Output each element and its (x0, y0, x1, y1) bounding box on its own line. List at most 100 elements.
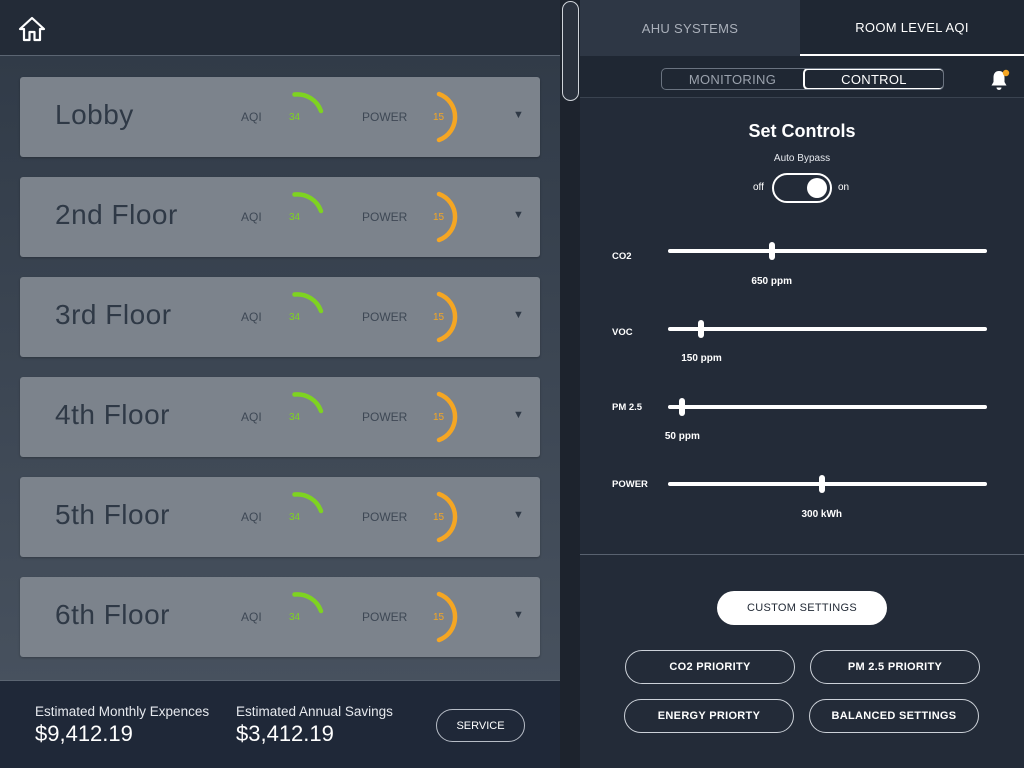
aqi-gauge (292, 92, 324, 114)
estimates-footer: Estimated Monthly Expences $9,412.19 Est… (0, 680, 560, 768)
toggle-knob (807, 178, 827, 198)
power-gauge (436, 591, 458, 643)
control-panel: AHU SYSTEMS ROOM LEVEL AQI MONITORING CO… (580, 0, 1024, 768)
aqi-gauge (292, 292, 324, 314)
pm25-priority-button[interactable]: PM 2.5 PRIORITY (810, 650, 980, 684)
chevron-down-icon[interactable]: ▼ (513, 509, 524, 521)
power-label: POWER (362, 610, 408, 624)
tab-room-level-aqi[interactable]: ROOM LEVEL AQI (800, 0, 1024, 56)
power-label: POWER (362, 410, 408, 424)
slider-value: 50 ppm (664, 431, 700, 442)
notification-dot (1002, 69, 1010, 77)
slider-thumb[interactable] (698, 320, 705, 338)
slider-label: POWER (612, 479, 648, 490)
annual-savings-value: $3,412.19 (236, 721, 334, 746)
power-label: POWER (362, 210, 408, 224)
balanced-settings-button[interactable]: BALANCED SETTINGS (809, 699, 979, 733)
auto-bypass-toggle[interactable] (772, 173, 832, 203)
power-gauge (436, 391, 458, 443)
slider-track[interactable] (668, 327, 987, 331)
chevron-down-icon[interactable]: ▼ (513, 409, 524, 421)
aqi-label: AQI (241, 310, 262, 324)
section-divider (580, 554, 1024, 555)
slider-thumb[interactable] (818, 475, 825, 493)
chevron-down-icon[interactable]: ▼ (513, 309, 524, 321)
toggle-off-label: off (753, 182, 764, 193)
aqi-value: 34 (289, 512, 301, 523)
floor-card[interactable]: 6th Floor AQI 34 POWER 15 ▼ (20, 577, 540, 657)
aqi-gauge (292, 492, 324, 514)
left-header (0, 0, 560, 56)
power-gauge (436, 491, 458, 543)
chevron-down-icon[interactable]: ▼ (513, 109, 524, 121)
floor-card[interactable]: 5th Floor AQI 34 POWER 15 ▼ (20, 477, 540, 557)
power-label: POWER (362, 510, 408, 524)
aqi-gauge (292, 592, 324, 614)
home-icon[interactable] (18, 16, 46, 42)
power-gauge (436, 191, 458, 243)
scrollbar-track[interactable] (560, 0, 580, 768)
floor-card[interactable]: 4th Floor AQI 34 POWER 15 ▼ (20, 377, 540, 457)
aqi-value: 34 (289, 312, 301, 323)
tab-ahu-systems[interactable]: AHU SYSTEMS (580, 0, 800, 56)
floor-name: 3rd Floor (55, 299, 172, 330)
set-controls-title: Set Controls (748, 121, 856, 141)
co2-priority-button[interactable]: CO2 PRIORITY (625, 650, 795, 684)
chevron-down-icon[interactable]: ▼ (513, 209, 524, 221)
aqi-value: 34 (289, 212, 301, 223)
aqi-label: AQI (241, 210, 262, 224)
power-gauge (436, 91, 458, 143)
slider-thumb[interactable] (679, 398, 686, 416)
slider-value: 300 kWh (801, 509, 843, 520)
aqi-label: AQI (241, 410, 262, 424)
monitoring-segment[interactable]: MONITORING (688, 71, 777, 87)
slider-value: 150 ppm (681, 353, 722, 364)
slider-track[interactable] (668, 405, 987, 409)
chevron-down-icon[interactable]: ▼ (513, 609, 524, 621)
power-value: 15 (433, 412, 445, 423)
floor-name: 5th Floor (55, 499, 170, 530)
custom-settings-button[interactable]: CUSTOM SETTINGS (717, 591, 887, 625)
floor-list-panel: Lobby AQI 34 POWER 15 ▼ 2nd Floor AQI 34 POWER 15 ▼… (0, 0, 560, 768)
power-label: POWER (362, 310, 408, 324)
floor-name: 2nd Floor (55, 199, 178, 230)
slider-label: CO2 (612, 251, 632, 262)
service-button[interactable]: SERVICE (436, 709, 525, 742)
slider-value: 650 ppm (751, 276, 792, 287)
slider-track[interactable] (668, 249, 987, 253)
scrollbar-thumb[interactable] (562, 1, 579, 101)
mode-bar: MONITORING CONTROL (580, 56, 1024, 98)
power-value: 15 (433, 112, 445, 123)
aqi-value: 34 (289, 112, 301, 123)
slider-label: VOC (612, 327, 633, 338)
floor-card[interactable]: 3rd Floor AQI 34 POWER 15 ▼ (20, 277, 540, 357)
power-value: 15 (433, 212, 445, 223)
energy-priority-button[interactable]: ENERGY PRIORTY (624, 699, 794, 733)
power-value: 15 (433, 512, 445, 523)
power-value: 15 (433, 612, 445, 623)
control-segment[interactable]: CONTROL (803, 69, 943, 89)
slider-label: PM 2.5 (612, 402, 643, 413)
aqi-label: AQI (241, 610, 262, 624)
power-gauge (436, 291, 458, 343)
aqi-gauge (292, 392, 324, 414)
floor-name: 6th Floor (55, 599, 170, 630)
slider-thumb[interactable] (768, 242, 775, 260)
bell-icon[interactable] (989, 68, 1011, 92)
monthly-expenses-value: $9,412.19 (35, 721, 133, 746)
floor-card[interactable]: Lobby AQI 34 POWER 15 ▼ (20, 77, 540, 157)
monthly-expenses-label: Estimated Monthly Expences (35, 704, 210, 719)
slider-track[interactable] (668, 482, 987, 486)
auto-bypass-label: Auto Bypass (773, 153, 831, 164)
toggle-on-label: on (838, 182, 850, 193)
floor-card[interactable]: 2nd Floor AQI 34 POWER 15 ▼ (20, 177, 540, 257)
power-label: POWER (362, 110, 408, 124)
aqi-gauge (292, 192, 324, 214)
aqi-value: 34 (289, 612, 301, 623)
annual-savings-label: Estimated Annual Savings (236, 704, 393, 719)
floor-name: 4th Floor (55, 399, 170, 430)
aqi-value: 34 (289, 412, 301, 423)
floor-name: Lobby (55, 99, 134, 130)
mode-segmented-control: MONITORING CONTROL (661, 68, 944, 90)
